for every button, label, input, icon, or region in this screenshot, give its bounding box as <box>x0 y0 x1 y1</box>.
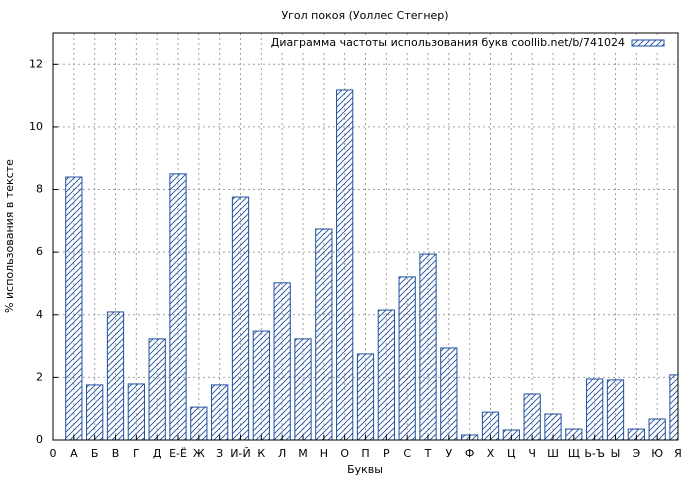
bar <box>65 176 83 440</box>
x-tick-label: С <box>403 447 411 460</box>
x-tick-label: Г <box>133 447 140 460</box>
x-tick-label: О <box>340 447 349 460</box>
legend-swatch <box>631 39 665 47</box>
bar <box>106 311 125 440</box>
bar <box>606 379 625 440</box>
y-tick-label: 2 <box>36 370 43 383</box>
x-tick-label: Э <box>632 447 640 460</box>
bar <box>273 282 291 440</box>
x-tick-label: М <box>298 447 308 460</box>
x-tick-label: З <box>216 447 223 460</box>
plot-frame <box>52 32 679 441</box>
bar <box>419 253 437 440</box>
x-tick-label: Ь-Ъ <box>584 447 605 460</box>
x-tick-label: Е-Ё <box>169 447 187 460</box>
x-tick-label: К <box>257 447 265 460</box>
x-tick-label: Ц <box>507 447 516 460</box>
bar <box>377 309 395 440</box>
x-tick-label: Ч <box>528 447 536 460</box>
x-tick-label: 0 <box>50 447 57 460</box>
chart-title: Угол покоя (Уоллес Стегнер) <box>281 9 448 22</box>
x-tick-label: Ф <box>465 447 474 460</box>
x-tick-label: Ж <box>193 447 205 460</box>
y-tick-label: 10 <box>29 120 43 133</box>
y-tick-label: 8 <box>36 183 43 196</box>
y-tick-label: 6 <box>36 245 43 258</box>
x-tick-label: Б <box>91 447 99 460</box>
x-axis-label: Буквы <box>347 463 383 476</box>
x-tick-label: Р <box>383 447 390 460</box>
legend-background <box>278 36 670 50</box>
y-axis-label: % использования в тексте <box>3 159 16 313</box>
x-tick-label: Л <box>278 447 286 460</box>
bar <box>544 413 562 440</box>
legend-label: Диаграмма частоты использования букв coo… <box>271 36 625 49</box>
bar <box>398 276 416 440</box>
bar <box>127 383 145 440</box>
bars <box>65 89 678 440</box>
bar <box>440 347 458 440</box>
y-tick-label: 4 <box>36 308 43 321</box>
x-tick-label: П <box>361 447 369 460</box>
bar <box>211 384 229 440</box>
bar <box>148 338 166 440</box>
x-tick-label: Ю <box>651 447 663 460</box>
bar <box>231 196 250 440</box>
bar <box>523 393 541 440</box>
bar <box>252 330 270 440</box>
x-tick-label: Д <box>153 447 162 460</box>
y-tick-label: 12 <box>29 57 43 70</box>
x-tick-label: Я <box>674 447 682 460</box>
y-tick-label: 0 <box>36 433 43 446</box>
x-tick-label: Ш <box>547 447 559 460</box>
bar <box>294 338 312 440</box>
bar <box>356 353 375 440</box>
x-tick-label: У <box>445 447 452 460</box>
bar <box>86 384 104 440</box>
bar <box>169 173 187 440</box>
bar <box>336 89 354 440</box>
bar <box>586 378 604 440</box>
x-tick-label: Щ <box>568 447 580 460</box>
x-tick-label: Н <box>320 447 328 460</box>
x-tick-label: И-Й <box>230 447 250 460</box>
x-tick-label: Х <box>487 447 495 460</box>
x-tick-label: В <box>112 447 120 460</box>
bar <box>669 374 678 440</box>
bar <box>315 228 333 440</box>
x-tick-label: Ы <box>611 447 621 460</box>
x-tick-label: А <box>70 447 78 460</box>
x-tick-label: Т <box>424 447 432 460</box>
bar <box>190 406 208 440</box>
